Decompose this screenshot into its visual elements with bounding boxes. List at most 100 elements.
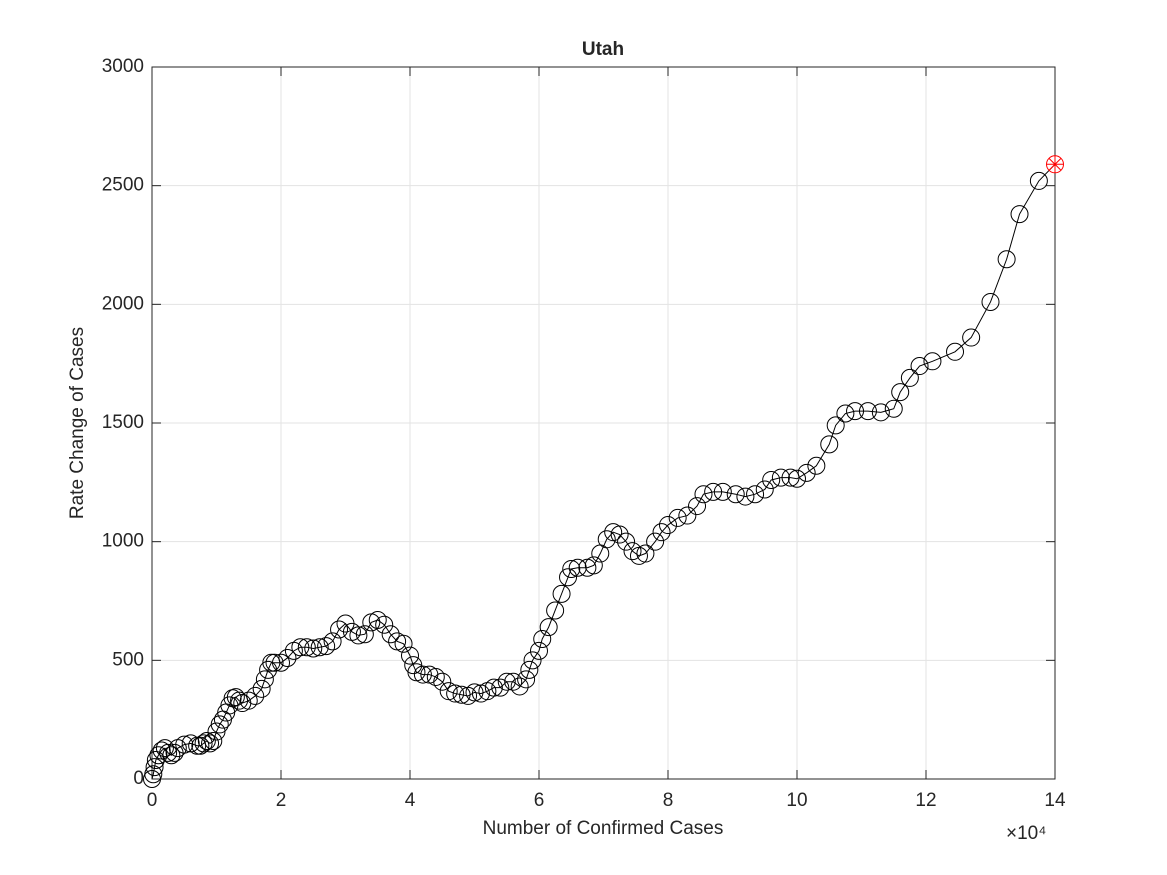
- point-marker: [330, 620, 349, 639]
- point-marker: [465, 683, 484, 702]
- point-marker: [426, 667, 445, 686]
- point-marker: [533, 629, 552, 648]
- point-marker: [836, 404, 855, 423]
- point-marker: [355, 625, 374, 644]
- point-marker: [491, 678, 510, 697]
- point-marker: [520, 660, 539, 679]
- point-marker: [210, 715, 229, 734]
- point-marker: [891, 383, 910, 402]
- x-tick-label: 2: [276, 790, 287, 811]
- point-marker: [510, 677, 529, 696]
- point-marker: [713, 482, 732, 501]
- point-marker: [846, 402, 865, 421]
- x-multiplier: ×10⁴: [1006, 823, 1046, 844]
- point-marker: [381, 625, 400, 644]
- point-marker: [659, 516, 677, 535]
- point-marker: [278, 648, 297, 667]
- point-marker: [946, 342, 965, 361]
- point-marker: [736, 487, 755, 506]
- point-marker: [694, 485, 713, 504]
- y-tick-label: 0: [133, 768, 144, 789]
- point-marker: [145, 758, 164, 777]
- point-marker: [771, 468, 790, 487]
- point-marker: [523, 651, 542, 670]
- point-marker: [375, 615, 394, 634]
- point-marker: [584, 556, 603, 575]
- point-marker: [884, 399, 903, 418]
- x-tick-label: 8: [663, 790, 674, 811]
- y-tick-label: 1500: [102, 412, 144, 433]
- point-marker: [981, 292, 1000, 311]
- point-marker: [617, 532, 636, 551]
- y-tick-label: 1000: [102, 531, 144, 552]
- point-marker: [484, 678, 503, 697]
- point-marker: [858, 402, 877, 421]
- point-marker: [746, 485, 765, 504]
- point-marker: [291, 638, 310, 657]
- point-marker: [552, 584, 571, 603]
- y-axis-label: Rate Change of Cases: [67, 327, 88, 519]
- chart-title: Utah: [582, 39, 624, 60]
- plot-frame: [151, 66, 1056, 780]
- point-marker: [197, 732, 216, 751]
- point-marker: [155, 739, 174, 758]
- point-marker: [820, 435, 839, 454]
- x-tick-label: 12: [915, 790, 936, 811]
- point-marker: [452, 685, 471, 704]
- point-marker: [871, 403, 890, 422]
- point-marker: [900, 368, 919, 387]
- point-marker: [726, 485, 745, 504]
- point-marker: [668, 508, 687, 527]
- x-axis-label: Number of Confirmed Cases: [483, 818, 724, 839]
- x-tick-label: 10: [786, 790, 807, 811]
- point-marker: [323, 632, 342, 651]
- point-marker: [688, 497, 707, 516]
- point-marker: [446, 684, 465, 703]
- last-point-asterisk: [1046, 155, 1064, 173]
- point-marker: [623, 542, 642, 561]
- point-marker: [433, 672, 452, 691]
- point-marker: [255, 670, 274, 689]
- point-marker: [923, 352, 942, 371]
- point-marker: [539, 618, 558, 637]
- point-marker: [149, 746, 168, 765]
- point-marker: [530, 641, 548, 660]
- y-tick-label: 2500: [102, 175, 144, 196]
- point-marker: [175, 735, 194, 754]
- x-tick-label: 0: [147, 790, 158, 811]
- point-marker: [394, 634, 413, 653]
- point-marker: [636, 544, 655, 563]
- point-marker: [226, 688, 245, 707]
- point-marker: [1029, 171, 1048, 190]
- y-tick-label: 2000: [102, 293, 144, 314]
- point-marker: [310, 638, 329, 657]
- x-tick-label: 14: [1044, 790, 1066, 811]
- point-marker: [546, 601, 565, 620]
- point-marker: [646, 532, 665, 551]
- point-marker: [201, 734, 220, 753]
- point-marker: [252, 679, 271, 698]
- point-marker: [910, 357, 929, 376]
- point-marker: [704, 482, 723, 501]
- point-marker: [317, 637, 336, 656]
- point-marker: [997, 250, 1016, 269]
- point-marker: [1010, 205, 1029, 224]
- point-marker: [204, 732, 223, 751]
- point-marker: [788, 469, 806, 488]
- point-marker: [559, 568, 578, 587]
- point-marker: [568, 558, 587, 577]
- x-tick-label: 4: [405, 790, 416, 811]
- point-marker: [504, 672, 523, 691]
- point-marker: [413, 665, 432, 684]
- point-marker: [265, 653, 284, 672]
- y-tick-label: 500: [112, 649, 144, 670]
- point-marker: [826, 416, 845, 435]
- point-marker: [797, 463, 816, 482]
- point-marker: [194, 734, 213, 753]
- point-marker: [762, 470, 781, 489]
- point-marker: [239, 691, 258, 710]
- point-marker: [678, 506, 697, 525]
- x-tick-label: 6: [534, 790, 545, 811]
